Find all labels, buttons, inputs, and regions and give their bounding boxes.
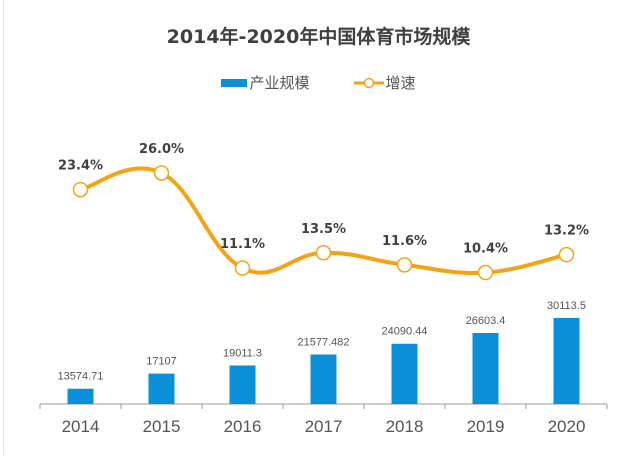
line-data-label: 10.4% — [463, 242, 508, 257]
line-data-label: 13.2% — [544, 224, 589, 239]
legend-label-line: 增速 — [385, 74, 416, 92]
x-tick-label: 2018 — [386, 417, 424, 436]
bar — [310, 354, 337, 404]
line-data-label: 26.0% — [139, 142, 184, 157]
bar-data-label: 26603.4 — [466, 315, 506, 327]
growth-point — [153, 165, 170, 181]
x-tick-label: 2015 — [143, 417, 181, 436]
legend-line-swatch — [353, 77, 384, 88]
bar-data-label: 13574.71 — [58, 371, 104, 383]
x-tick-label: 2019 — [467, 417, 505, 436]
legend-item-line: 增速 — [353, 72, 416, 93]
growth-point — [234, 260, 251, 276]
line-data-label: 13.5% — [301, 222, 346, 237]
bar — [391, 343, 418, 404]
growth-point — [72, 181, 89, 198]
x-tick-label: 2016 — [224, 417, 262, 436]
line-data-label: 11.6% — [382, 234, 427, 249]
x-tick-label: 2017 — [305, 417, 343, 436]
bar-data-label: 24090.44 — [382, 326, 428, 338]
legend: 产业规模 增速 — [0, 72, 637, 93]
line-data-label: 11.1% — [220, 237, 265, 252]
bar — [148, 373, 175, 404]
bar-data-label: 17107 — [146, 356, 177, 368]
growth-point — [315, 245, 332, 261]
line-data-label: 23.4% — [58, 159, 103, 174]
bar-data-label: 21577.482 — [298, 336, 350, 348]
x-tick-label: 2020 — [548, 417, 586, 436]
bar-data-label: 30113.5 — [547, 300, 586, 312]
legend-label-bar: 产业规模 — [249, 74, 310, 92]
bar — [553, 317, 580, 404]
bar — [67, 388, 94, 404]
chart-title: 2014年-2020年中国体育市场规模 — [166, 26, 471, 48]
x-tick-label: 2014 — [62, 417, 100, 436]
growth-point — [558, 246, 575, 263]
bar — [472, 333, 499, 404]
chart-frame — [3, 0, 637, 455]
legend-item-bar: 产业规模 — [221, 72, 310, 93]
bar — [229, 365, 256, 404]
growth-point — [396, 257, 413, 273]
bar-data-label: 19011.3 — [223, 347, 262, 359]
growth-point — [477, 264, 494, 281]
legend-bar-swatch — [221, 78, 248, 87]
